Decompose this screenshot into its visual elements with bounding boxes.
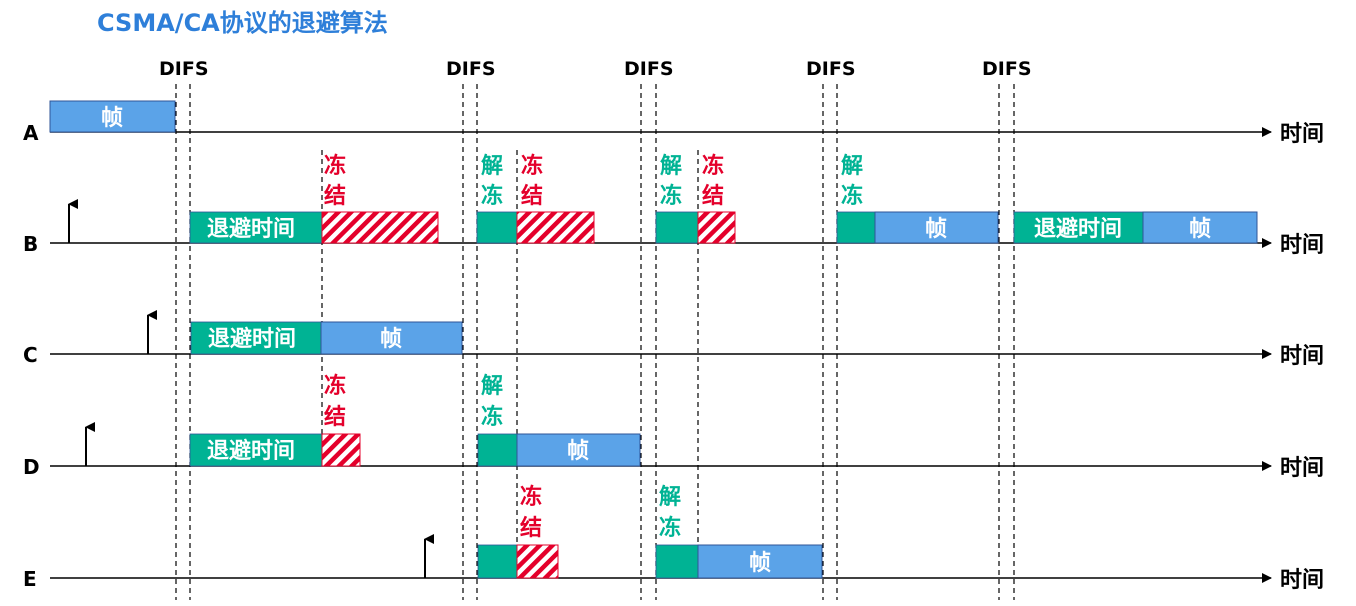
- backoff-block: [655, 211, 699, 244]
- freeze-note: 冻: [702, 153, 724, 179]
- unfreeze-note: 解: [841, 153, 863, 179]
- time-labels: 时间 时间 时间 时间 时间: [1280, 122, 1324, 593]
- frozen-backoff-block: [516, 544, 559, 579]
- unfreeze-note: 解: [481, 153, 503, 179]
- backoff-block: [477, 433, 518, 467]
- difs-labels: DIFS DIFS DIFS DIFS DIFS: [159, 58, 1032, 80]
- row-c: 退避时间 帧: [190, 321, 463, 355]
- freeze-note: 冻: [324, 373, 346, 399]
- station-labels: A B C D E: [23, 121, 40, 591]
- backoff-label: 退避时间: [207, 216, 295, 242]
- page-title: CSMA/CA协议的退避算法: [97, 9, 388, 37]
- row-d: 退避时间 帧 冻 结 解 冻: [189, 373, 641, 467]
- unfreeze-note: 解: [481, 373, 503, 399]
- difs-label-2: DIFS: [446, 58, 496, 80]
- time-axis-label: 时间: [1280, 456, 1324, 481]
- backoff-label: 退避时间: [1034, 216, 1122, 242]
- frame-label: 帧: [749, 551, 771, 576]
- difs-label-3: DIFS: [624, 58, 674, 80]
- backoff-block: [836, 211, 876, 244]
- frame-label: 帧: [925, 217, 947, 242]
- station-label-b: B: [23, 232, 38, 256]
- unfreeze-note: 冻: [481, 404, 503, 430]
- frame-block: [874, 211, 999, 244]
- station-label-c: C: [23, 343, 38, 367]
- frozen-backoff-block: [321, 433, 361, 467]
- row-b: 退避时间 帧 退避时间 帧 冻 结 解 冻 冻 结 解 冻 冻 结 解 冻: [189, 153, 1258, 244]
- row-e: 帧 冻 结 解 冻: [477, 484, 823, 579]
- unfreeze-note: 冻: [660, 183, 682, 209]
- freeze-note: 结: [521, 183, 543, 209]
- freeze-note: 结: [324, 404, 346, 430]
- backoff-block: [1013, 211, 1144, 244]
- station-label-a: A: [23, 121, 39, 145]
- frozen-backoff-block: [697, 211, 736, 244]
- freeze-note: 结: [324, 183, 346, 209]
- backoff-label: 退避时间: [207, 438, 295, 464]
- frame-label: 帧: [567, 439, 589, 464]
- frozen-backoff-block: [516, 211, 595, 244]
- arrival-arrows: [68, 199, 434, 578]
- freeze-note: 结: [702, 183, 724, 209]
- time-axis-label: 时间: [1280, 568, 1324, 593]
- difs-label-1: DIFS: [159, 58, 209, 80]
- difs-guides: [175, 84, 1015, 600]
- backoff-block: [655, 544, 699, 579]
- frame-block: [1142, 211, 1258, 244]
- frame-block: [320, 321, 463, 355]
- freeze-note: 结: [520, 515, 542, 541]
- time-axis-label: 时间: [1280, 233, 1324, 258]
- difs-label-4: DIFS: [806, 58, 856, 80]
- unfreeze-note: 解: [660, 153, 682, 179]
- unfreeze-note: 冻: [481, 183, 503, 209]
- frame-block: [516, 433, 641, 467]
- backoff-block: [477, 544, 518, 579]
- unfreeze-note: 冻: [659, 515, 681, 541]
- unfreeze-note: 冻: [841, 183, 863, 209]
- backoff-block: [190, 321, 322, 355]
- frame-label: 帧: [380, 327, 402, 352]
- difs-label-5: DIFS: [982, 58, 1032, 80]
- freeze-note: 冻: [520, 484, 542, 510]
- backoff-block: [476, 211, 518, 244]
- frame-label: 帧: [1189, 217, 1211, 242]
- time-axis-label: 时间: [1280, 122, 1324, 147]
- frozen-backoff-block: [321, 211, 439, 244]
- station-label-d: D: [23, 455, 40, 479]
- backoff-block: [189, 211, 323, 244]
- freeze-note: 冻: [324, 153, 346, 179]
- frame-label: 帧: [101, 106, 123, 131]
- freeze-note: 冻: [521, 153, 543, 179]
- row-a: 帧: [49, 100, 176, 133]
- station-label-e: E: [23, 567, 37, 591]
- time-axis-label: 时间: [1280, 344, 1324, 369]
- backoff-label: 退避时间: [208, 326, 296, 352]
- frame-block: [49, 100, 176, 133]
- frame-block: [697, 544, 823, 579]
- unfreeze-note: 解: [659, 484, 681, 510]
